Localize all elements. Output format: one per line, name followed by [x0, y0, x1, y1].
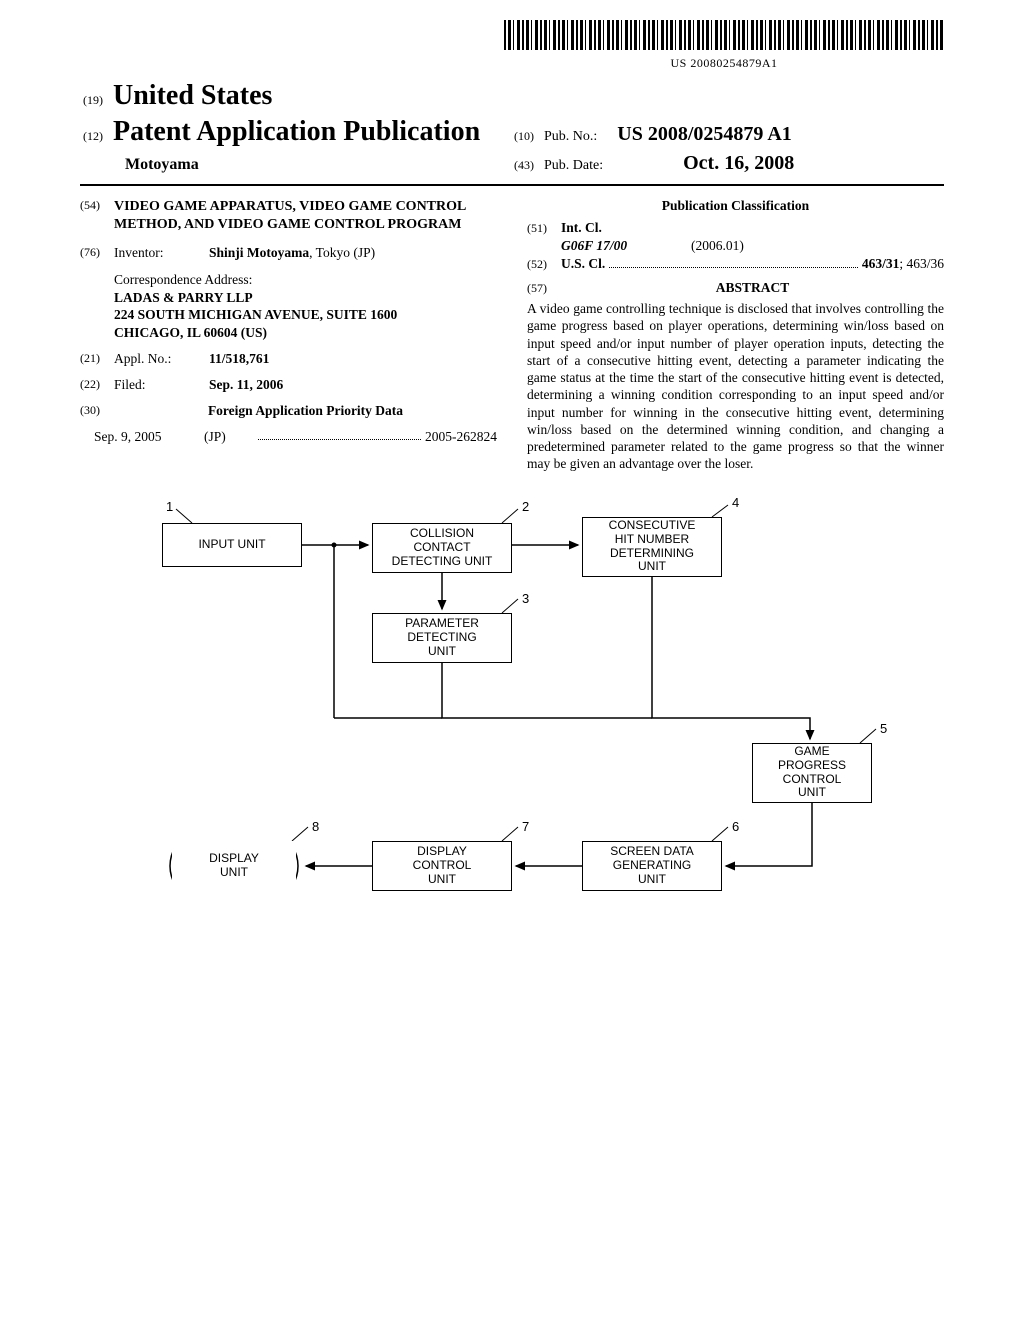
code-54: (54)	[80, 198, 114, 213]
header-author: Motoyama	[83, 156, 510, 174]
appl-no: 11/518,761	[209, 351, 269, 367]
intcl-year: (2006.01)	[691, 238, 744, 254]
corr-line2: 224 SOUTH MICHIGAN AVENUE, SUITE 1600	[114, 306, 497, 324]
flow-box-6: SCREEN DATA GENERATING UNIT	[582, 841, 722, 891]
code-10: (10)	[514, 129, 534, 143]
code-12: (12)	[83, 129, 103, 143]
flow-box-3: PARAMETER DETECTING UNIT	[372, 613, 512, 663]
code-76: (76)	[80, 245, 114, 260]
pub-no: US 2008/0254879 A1	[617, 123, 791, 145]
code-21: (21)	[80, 351, 114, 366]
flow-num-8: 8	[312, 819, 319, 834]
flow-num-6: 6	[732, 819, 739, 834]
pub-date-label: Pub. Date:	[544, 158, 603, 173]
priority-no: 2005-262824	[425, 429, 497, 445]
flow-num-4: 4	[732, 495, 739, 510]
priority-heading: Foreign Application Priority Data	[114, 403, 497, 419]
flow-num-7: 7	[522, 819, 529, 834]
header: (19) United States (12) Patent Applicati…	[80, 77, 944, 178]
right-column: Publication Classification (51) Int. Cl.…	[527, 198, 944, 473]
barcode-block: US 20080254879A1	[80, 20, 944, 71]
intcl-label: Int. Cl.	[561, 220, 602, 236]
code-30: (30)	[80, 403, 114, 418]
appl-label: Appl. No.:	[114, 351, 209, 367]
flow-box-5: GAME PROGRESS CONTROL UNIT	[752, 743, 872, 803]
priority-dots	[258, 429, 421, 440]
pub-date: Oct. 16, 2008	[683, 152, 794, 174]
code-22: (22)	[80, 377, 114, 392]
pubclass-heading: Publication Classification	[527, 198, 944, 214]
uscl-rest: ; 463/36	[899, 256, 944, 271]
code-57: (57)	[527, 281, 561, 296]
flow-box-8: DISPLAY UNIT	[172, 841, 296, 891]
flow-num-2: 2	[522, 499, 529, 514]
flowchart: INPUT UNIT 1 COLLISION CONTACT DETECTING…	[132, 503, 892, 933]
inventor-loc: , Tokyo (JP)	[309, 245, 375, 260]
intcl-code: G06F 17/00	[561, 238, 691, 254]
code-51: (51)	[527, 221, 561, 236]
correspondence: Correspondence Address: LADAS & PARRY LL…	[114, 271, 497, 341]
publication-type: Patent Application Publication	[113, 116, 480, 147]
code-43: (43)	[514, 158, 534, 172]
left-column: (54) VIDEO GAME APPARATUS, VIDEO GAME CO…	[80, 198, 497, 473]
barcode-text: US 20080254879A1	[504, 56, 944, 71]
uscl-dots	[609, 257, 858, 268]
flow-num-5: 5	[880, 721, 887, 736]
corr-label: Correspondence Address:	[114, 271, 497, 289]
flow-num-1: 1	[166, 499, 173, 514]
priority-country: (JP)	[204, 429, 254, 445]
corr-line1: LADAS & PARRY LLP	[114, 289, 497, 307]
flow-box-1: INPUT UNIT	[162, 523, 302, 567]
code-19: (19)	[83, 93, 103, 107]
barcode-graphic	[504, 20, 944, 50]
abstract-text: A video game controlling technique is di…	[527, 300, 944, 473]
filed-label: Filed:	[114, 377, 209, 393]
code-52: (52)	[527, 257, 561, 272]
header-rule	[80, 184, 944, 186]
flow-num-3: 3	[522, 591, 529, 606]
filed-date: Sep. 11, 2006	[209, 377, 283, 393]
flow-box-2: COLLISION CONTACT DETECTING UNIT	[372, 523, 512, 573]
invention-title: VIDEO GAME APPARATUS, VIDEO GAME CONTROL…	[114, 198, 497, 233]
corr-line3: CHICAGO, IL 60604 (US)	[114, 324, 497, 342]
abstract-label: ABSTRACT	[561, 280, 944, 296]
pub-no-label: Pub. No.:	[544, 129, 597, 144]
inventor-label: Inventor:	[114, 245, 209, 261]
uscl-main: 463/31	[862, 256, 900, 271]
priority-date: Sep. 9, 2005	[94, 429, 204, 445]
flow-box-7: DISPLAY CONTROL UNIT	[372, 841, 512, 891]
country: United States	[113, 80, 272, 111]
inventor-name: Shinji Motoyama	[209, 245, 309, 260]
flow-box-4: CONSECUTIVE HIT NUMBER DETERMINING UNIT	[582, 517, 722, 577]
biblio-columns: (54) VIDEO GAME APPARATUS, VIDEO GAME CO…	[80, 198, 944, 473]
uscl-label: U.S. Cl.	[561, 256, 605, 272]
